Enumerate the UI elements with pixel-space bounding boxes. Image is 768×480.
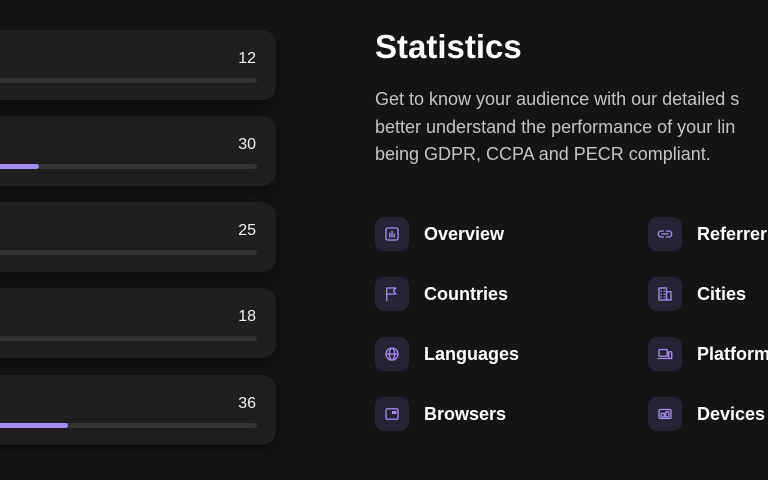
stat-count: 30 [238,136,256,153]
feature-platform: Platform [648,336,768,372]
feature-label: Overview [424,223,505,244]
feature-cities: Cities [648,276,746,312]
description-line: better understand the performance of you… [375,116,736,137]
flag-icon [375,277,409,311]
stat-card: 18 [0,288,276,358]
feature-label: Platform [697,343,768,364]
page-title: Statistics [375,28,522,65]
browser-window-icon [375,397,409,431]
feature-label: Cities [697,283,747,304]
feature-browsers: Browsers [375,396,506,432]
progress-track [0,164,257,169]
progress-fill [0,423,68,428]
feature-label: Referrer [697,223,768,244]
feature-label: Devices [697,403,766,424]
devices-icon [648,397,682,431]
feature-label: Countries [424,283,509,304]
link-icon [648,217,682,251]
stat-card: 12 [0,30,276,100]
description-line: being GDPR, CCPA and PECR compliant. [375,144,711,164]
stat-card: 36 [0,375,276,445]
progress-track [0,250,257,255]
feature-languages: Languages [375,336,519,372]
feature-countries: Countries [375,276,508,312]
description-line: Get to know your audience with our detai… [375,89,740,109]
stat-count: 12 [238,50,256,67]
globe-icon [375,337,409,371]
progress-fill [0,164,39,169]
progress-track [0,78,257,83]
feature-label: Browsers [424,403,507,424]
description: Get to know your audience with our detai… [375,86,768,169]
progress-track [0,336,257,341]
stat-count: 18 [238,308,256,325]
bar-chart-icon [375,217,409,251]
feature-label: Languages [424,343,520,364]
feature-referrer: Referrer [648,216,767,252]
feature-overview: Overview [375,216,504,252]
stat-count: 25 [238,222,256,239]
monitor-icon [648,337,682,371]
stat-count: 36 [238,395,256,412]
building-icon [648,277,682,311]
progress-track [0,423,257,428]
stat-card: 25 [0,202,276,272]
feature-devices: Devices [648,396,765,432]
stat-cards: 12 30 25 18 36 [0,0,290,480]
stat-card: 30 [0,116,276,186]
